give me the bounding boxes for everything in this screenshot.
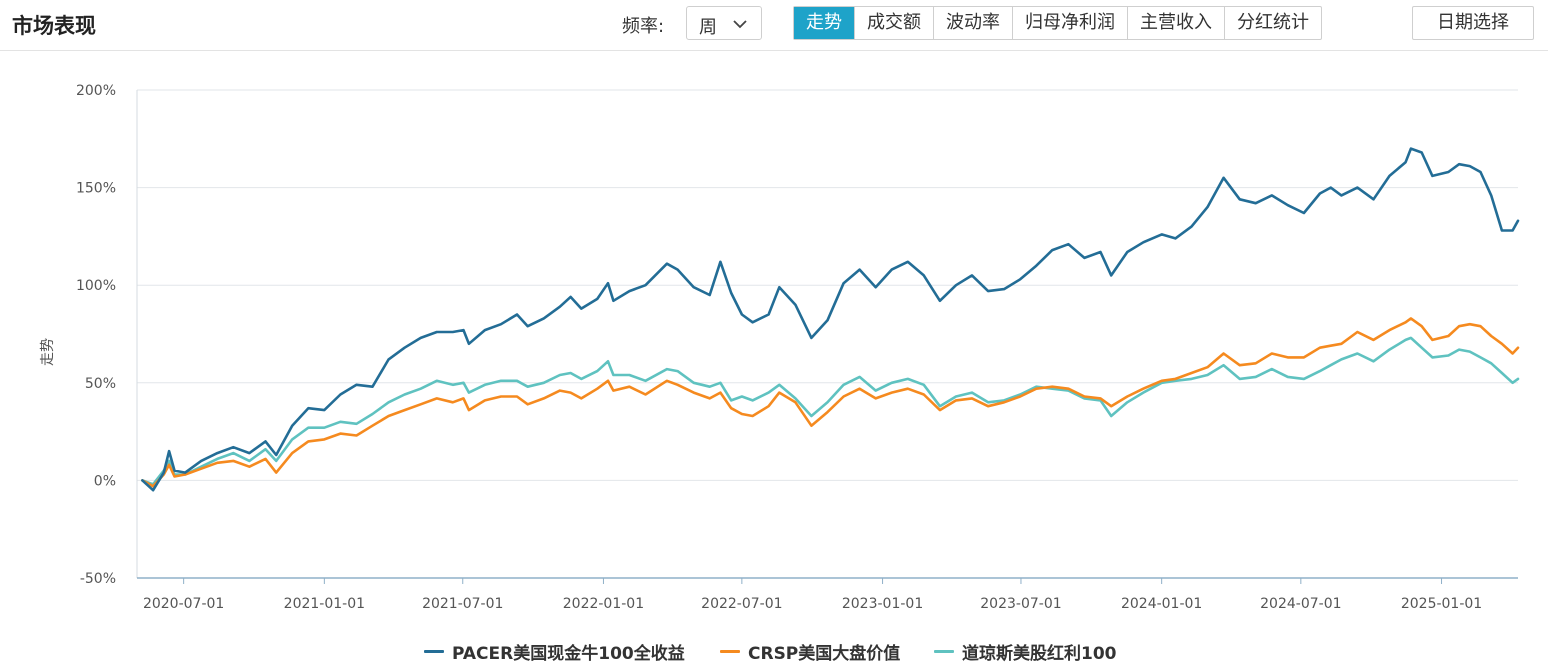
x-tick-label: 2025-01-01 (1401, 596, 1482, 612)
page-title: 市场表现 (12, 14, 96, 38)
y-tick-label: 100% (76, 278, 116, 294)
y-tick-label: 0% (94, 473, 116, 489)
x-tick-label: 2020-07-01 (143, 596, 224, 612)
legend-label: PACER美国现金牛100全收益 (452, 643, 685, 664)
tab-trend[interactable]: 走势 (794, 7, 854, 39)
legend-label: 道琼斯美股红利100 (962, 643, 1117, 664)
x-tick-label: 2022-07-01 (701, 596, 782, 612)
series-line-0 (141, 147, 1520, 492)
legend-label: CRSP美国大盘价值 (748, 643, 901, 664)
y-axis-title: 走势 (40, 338, 56, 366)
x-tick-label: 2021-07-01 (422, 596, 503, 612)
legend-swatch (934, 649, 954, 653)
chart-legend: PACER美国现金牛100全收益 CRSP美国大盘价值 道琼斯美股红利100 (0, 640, 1548, 664)
y-tick-label: -50% (80, 571, 116, 587)
series-line-1 (141, 317, 1520, 488)
x-tick-label: 2023-01-01 (842, 596, 923, 612)
y-tick-label: 150% (76, 181, 116, 197)
line-chart: -50% 0% 50% 100% 150% 200% 2020-07-01 2021-01-0… (40, 83, 1520, 612)
tab-turnover[interactable]: 成交额 (854, 7, 933, 39)
toolbar: 市场表现 频率: 周 走势 成交额 波动率 归母净利润 主营收入 分红统计 日期… (0, 0, 1548, 51)
x-tick-label: 2023-07-01 (980, 596, 1061, 612)
x-tick-label: 2021-01-01 (284, 596, 365, 612)
chevron-down-icon (733, 20, 747, 29)
tab-volatility[interactable]: 波动率 (933, 7, 1012, 39)
legend-swatch (720, 649, 740, 653)
series-line-2 (141, 336, 1520, 486)
chart-tabs: 走势 成交额 波动率 归母净利润 主营收入 分红统计 (793, 6, 1322, 40)
y-tick-label: 200% (76, 83, 116, 99)
frequency-value: 周 (699, 17, 717, 38)
x-tick-label: 2024-07-01 (1260, 596, 1341, 612)
legend-swatch (424, 649, 444, 653)
tab-net-profit[interactable]: 归母净利润 (1012, 7, 1127, 39)
y-tick-label: 50% (85, 376, 116, 392)
tab-dividend[interactable]: 分红统计 (1224, 7, 1321, 39)
legend-item-crsp[interactable]: CRSP美国大盘价值 (720, 640, 901, 664)
frequency-label: 频率: (622, 16, 665, 37)
frequency-select[interactable]: 周 (686, 6, 762, 40)
x-tick-label: 2022-01-01 (563, 596, 644, 612)
legend-item-dowjones[interactable]: 道琼斯美股红利100 (934, 640, 1117, 664)
tab-revenue[interactable]: 主营收入 (1127, 7, 1224, 39)
x-tick-label: 2024-01-01 (1121, 596, 1202, 612)
date-picker-button[interactable]: 日期选择 (1412, 6, 1534, 40)
legend-item-pacer[interactable]: PACER美国现金牛100全收益 (424, 640, 685, 664)
